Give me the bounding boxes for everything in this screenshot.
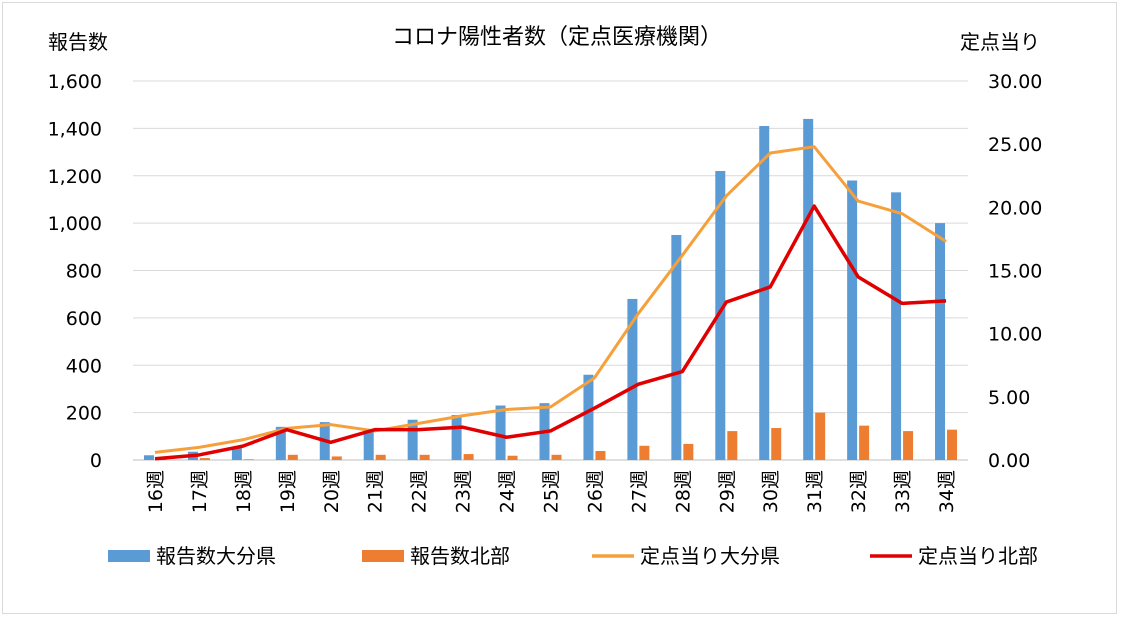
x-tick-label: 29週 xyxy=(716,470,738,513)
bar-oita xyxy=(627,298,638,460)
right-tick-label: 10.00 xyxy=(988,324,1042,346)
legend-label: 定点当り大分県 xyxy=(640,544,780,568)
bar-oita xyxy=(759,126,770,460)
bar-hokubu xyxy=(507,455,518,460)
right-tick-label: 0.00 xyxy=(988,450,1030,472)
bar-hokubu xyxy=(375,454,386,460)
bar-hokubu xyxy=(551,454,562,460)
bar-hokubu xyxy=(199,458,210,460)
bar-oita xyxy=(847,180,858,461)
x-tick-label: 16週 xyxy=(145,470,167,513)
right-tick-label: 15.00 xyxy=(988,261,1042,283)
x-tick-label: 30週 xyxy=(760,470,782,513)
x-tick-label: 24週 xyxy=(497,470,519,513)
legend-label: 報告数北部 xyxy=(410,544,510,568)
legend-label: 定点当り北部 xyxy=(918,544,1038,568)
bar-hokubu xyxy=(243,459,254,460)
x-tick-label: 21週 xyxy=(365,470,387,513)
bar-hokubu xyxy=(859,425,870,460)
bar-oita xyxy=(495,405,506,460)
line-series xyxy=(154,145,947,461)
bar-oita xyxy=(363,430,374,460)
x-tick-label: 32週 xyxy=(848,470,870,513)
x-tick-label: 19週 xyxy=(277,470,299,513)
bar-hokubu xyxy=(727,431,738,460)
bar-hokubu xyxy=(419,454,430,460)
bar-hokubu xyxy=(903,431,914,460)
left-tick-label: 0 xyxy=(90,450,102,472)
bar-oita xyxy=(715,171,726,460)
left-tick-label: 1,000 xyxy=(48,213,102,235)
bar-hokubu xyxy=(771,428,782,460)
bar-series xyxy=(143,118,958,461)
bar-oita xyxy=(143,455,154,460)
bar-hokubu xyxy=(815,412,826,460)
right-tick-label: 30.00 xyxy=(988,71,1042,93)
left-tick-label: 1,600 xyxy=(48,71,102,93)
x-tick-label: 22週 xyxy=(409,470,431,513)
bar-hokubu xyxy=(287,454,298,460)
x-tick-label: 31週 xyxy=(804,470,826,513)
bar-oita xyxy=(407,419,418,460)
left-tick-label: 800 xyxy=(66,261,102,283)
legend: 報告数大分県 報告数北部 定点当り大分県 定点当り北部 xyxy=(108,544,1038,568)
bar-oita xyxy=(231,446,242,460)
right-tick-label: 20.00 xyxy=(988,197,1042,219)
legend-swatch xyxy=(362,550,404,562)
left-axis-ticks: 0 200 400 600 800 1,000 1,200 1,400 1,600 xyxy=(48,71,102,472)
bar-hokubu xyxy=(947,429,958,460)
x-tick-label: 27週 xyxy=(628,470,650,513)
bar-oita xyxy=(275,426,286,460)
bar-hokubu xyxy=(463,454,474,460)
right-tick-label: 5.00 xyxy=(988,387,1030,409)
x-tick-label: 26週 xyxy=(584,470,606,513)
right-axis-ticks: 0.00 5.00 10.00 15.00 20.00 25.00 30.00 xyxy=(988,71,1042,472)
x-tick-label: 33週 xyxy=(892,470,914,513)
left-axis-label: 報告数 xyxy=(48,30,108,54)
bar-hokubu xyxy=(683,443,694,460)
bar-hokubu xyxy=(331,456,342,460)
right-tick-label: 25.00 xyxy=(988,134,1042,156)
left-tick-label: 400 xyxy=(66,355,102,377)
x-tick-label: 18週 xyxy=(233,470,255,513)
legend-swatch xyxy=(108,550,150,562)
bar-oita xyxy=(451,414,462,460)
gridlines xyxy=(133,80,968,461)
line-teiten-oita xyxy=(154,145,947,454)
bar-hokubu xyxy=(639,445,650,460)
x-tick-label: 28週 xyxy=(672,470,694,513)
x-tick-label: 23週 xyxy=(453,470,475,513)
bar-oita xyxy=(803,118,814,461)
line-teiten-hokubu xyxy=(154,204,947,461)
bar-oita xyxy=(891,192,902,461)
bar-hokubu xyxy=(595,450,606,460)
left-tick-label: 600 xyxy=(66,308,102,330)
chart-title: コロナ陽性者数（定点医療機関） xyxy=(392,25,722,50)
left-tick-label: 1,200 xyxy=(48,166,102,188)
bar-oita xyxy=(583,374,594,460)
bar-oita xyxy=(671,234,682,460)
bar-oita xyxy=(935,223,946,460)
x-tick-label: 34週 xyxy=(936,470,958,513)
left-tick-label: 1,400 xyxy=(48,118,102,140)
x-tick-label: 17週 xyxy=(189,470,211,513)
left-tick-label: 200 xyxy=(66,403,102,425)
x-tick-label: 25週 xyxy=(541,470,563,513)
x-tick-label: 20週 xyxy=(321,470,343,513)
right-axis-label: 定点当り xyxy=(960,30,1040,54)
legend-label: 報告数大分県 xyxy=(156,544,276,568)
x-axis-ticks: 16週 17週 18週 19週 20週 21週 22週 23週 24週 25週 26週 27週 28週 2… xyxy=(145,470,958,513)
